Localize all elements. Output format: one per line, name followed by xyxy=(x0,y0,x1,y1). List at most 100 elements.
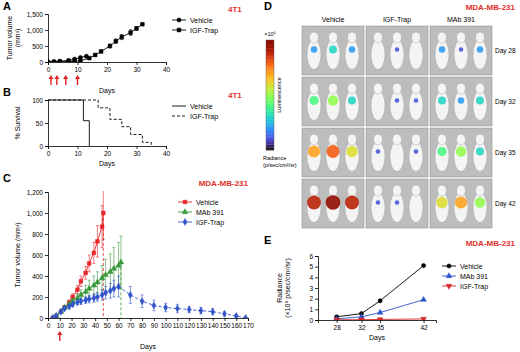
tick-label: 6 xyxy=(309,253,313,260)
tick-label: 4 xyxy=(309,274,313,281)
tick-mark xyxy=(315,320,318,321)
error-bar xyxy=(120,34,123,39)
tick-label: 600 xyxy=(32,252,43,259)
tick: 10 xyxy=(74,146,82,157)
panel-letter: E xyxy=(264,234,271,246)
error-bar xyxy=(88,255,91,272)
error-bar xyxy=(100,50,103,53)
mouse-head xyxy=(412,32,421,43)
image-cell xyxy=(366,179,428,228)
error-bar xyxy=(114,39,117,43)
plot-area xyxy=(48,100,151,146)
tick-label: 0 xyxy=(47,322,51,329)
tick-mark xyxy=(166,318,167,321)
tick-label: 32 xyxy=(358,324,366,331)
tick-mark xyxy=(315,277,318,278)
signal-blob xyxy=(475,197,485,207)
mouse-head xyxy=(393,185,402,196)
tick-mark xyxy=(154,318,155,321)
mouse xyxy=(409,40,423,70)
tick: 800 xyxy=(32,231,48,238)
panel-letter: B xyxy=(3,86,11,98)
error-bar xyxy=(92,294,95,302)
image-cell xyxy=(430,26,492,75)
tick: 0 xyxy=(309,317,318,324)
error-bar xyxy=(129,30,132,36)
tick-mark xyxy=(315,288,318,289)
mouse xyxy=(473,193,487,223)
tick: 200 xyxy=(32,294,48,301)
tick-mark xyxy=(107,318,108,321)
mouse xyxy=(345,193,359,223)
image-cell xyxy=(302,26,364,75)
tick-mark xyxy=(361,320,362,323)
tick-mark xyxy=(315,267,318,268)
tick-mark xyxy=(60,318,61,321)
marker xyxy=(117,283,121,290)
signal-blob xyxy=(477,46,484,53)
tick-mark xyxy=(78,146,79,149)
error-bar xyxy=(199,308,202,314)
tick-mark xyxy=(45,146,48,147)
marker xyxy=(135,27,139,31)
error-bar xyxy=(188,306,191,312)
tick-label: 140 xyxy=(208,322,219,329)
tick-mark xyxy=(315,256,318,257)
marker xyxy=(377,318,383,320)
end-line xyxy=(120,262,121,318)
signal-blob xyxy=(349,46,356,53)
tick-mark xyxy=(224,318,225,321)
marker xyxy=(87,56,91,60)
marker xyxy=(62,305,66,312)
marker xyxy=(120,35,124,39)
marker xyxy=(67,58,71,62)
tick: 32 xyxy=(358,320,366,331)
mouse xyxy=(409,91,423,121)
colorbar-title-line: Radiance xyxy=(263,155,286,161)
tick-mark xyxy=(166,62,167,65)
mouse-head xyxy=(329,83,338,94)
signal-blob xyxy=(476,148,484,156)
tick: 2 xyxy=(309,295,318,302)
image-cell xyxy=(302,179,364,228)
tick-mark xyxy=(177,318,178,321)
tick-label: 5 xyxy=(309,263,313,270)
marker xyxy=(59,308,63,315)
tick-label: 120 xyxy=(184,322,195,329)
tick: 20 xyxy=(104,62,112,73)
tick: 0 xyxy=(47,62,51,73)
tick: 400 xyxy=(32,273,48,280)
marker xyxy=(51,315,55,318)
y-axis: 050100 xyxy=(32,97,48,150)
mouse xyxy=(390,91,404,121)
tick-label: 20 xyxy=(104,150,112,157)
signal-blob xyxy=(455,196,467,208)
tick-label: 70 xyxy=(127,322,135,329)
marker xyxy=(103,272,109,277)
x-axis: 010203040 xyxy=(47,146,171,157)
tick-mark xyxy=(201,318,202,321)
legend-item: Vehicle xyxy=(172,103,213,110)
tick-label: 160 xyxy=(231,322,242,329)
tick: 1 xyxy=(309,306,318,313)
mouse-head xyxy=(412,185,421,196)
legend-item: IGF-Trap xyxy=(172,27,218,35)
marker xyxy=(54,312,58,318)
legend-label: Vehicle xyxy=(190,103,213,110)
tick-mark xyxy=(130,318,131,321)
plot-area xyxy=(334,263,427,320)
tick-mark xyxy=(45,213,48,214)
marker xyxy=(48,60,50,62)
tick: 140 xyxy=(208,318,219,329)
signal-blob xyxy=(328,95,338,105)
tick-label: 40 xyxy=(92,322,100,329)
error-bar xyxy=(104,287,107,300)
panel: 283235420123456DaysRadiance(×10⁸ p/sec/c… xyxy=(264,234,516,342)
tick-label: 40 xyxy=(163,150,171,157)
mouse xyxy=(390,193,404,223)
tick: 30 xyxy=(133,62,141,73)
tick-mark xyxy=(337,320,338,323)
tick-label: 10 xyxy=(74,150,82,157)
tick: 20 xyxy=(104,146,112,157)
marker xyxy=(48,60,50,62)
